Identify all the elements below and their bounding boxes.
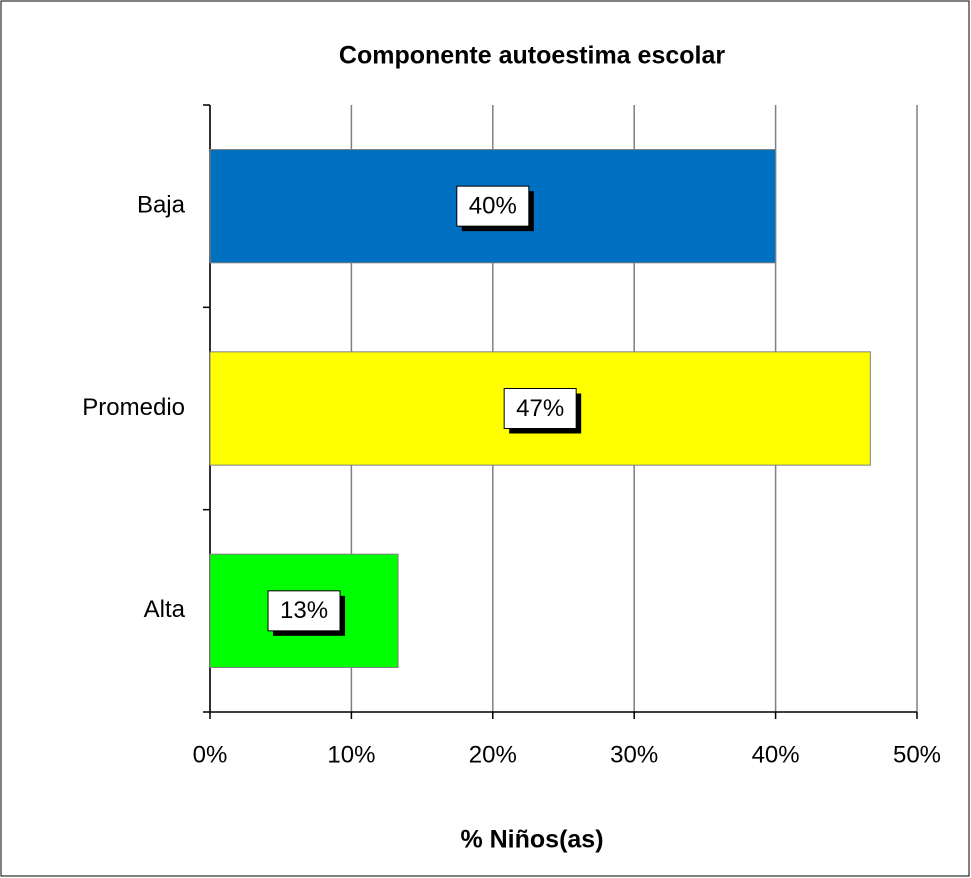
x-axis-title: % Niños(as) [460,826,603,854]
data-label-box [267,590,341,632]
x-tick-label: 10% [327,741,375,768]
data-label: 40% [469,193,517,220]
x-tick-label: 40% [752,741,800,768]
data-label: 13% [280,597,328,624]
x-tick-label: 0% [193,741,228,768]
x-tick-label: 20% [469,741,517,768]
data-label: 47% [516,395,564,422]
y-tick-label: Alta [144,596,186,623]
y-tick-label: Promedio [82,394,185,421]
data-label-box [503,388,577,429]
data-label-box [456,185,530,227]
x-tick-label: 30% [610,741,658,768]
y-tick-label: Baja [137,192,186,219]
chart-title: Componente autoestima escolar [339,42,725,70]
x-tick-label: 50% [893,741,941,768]
